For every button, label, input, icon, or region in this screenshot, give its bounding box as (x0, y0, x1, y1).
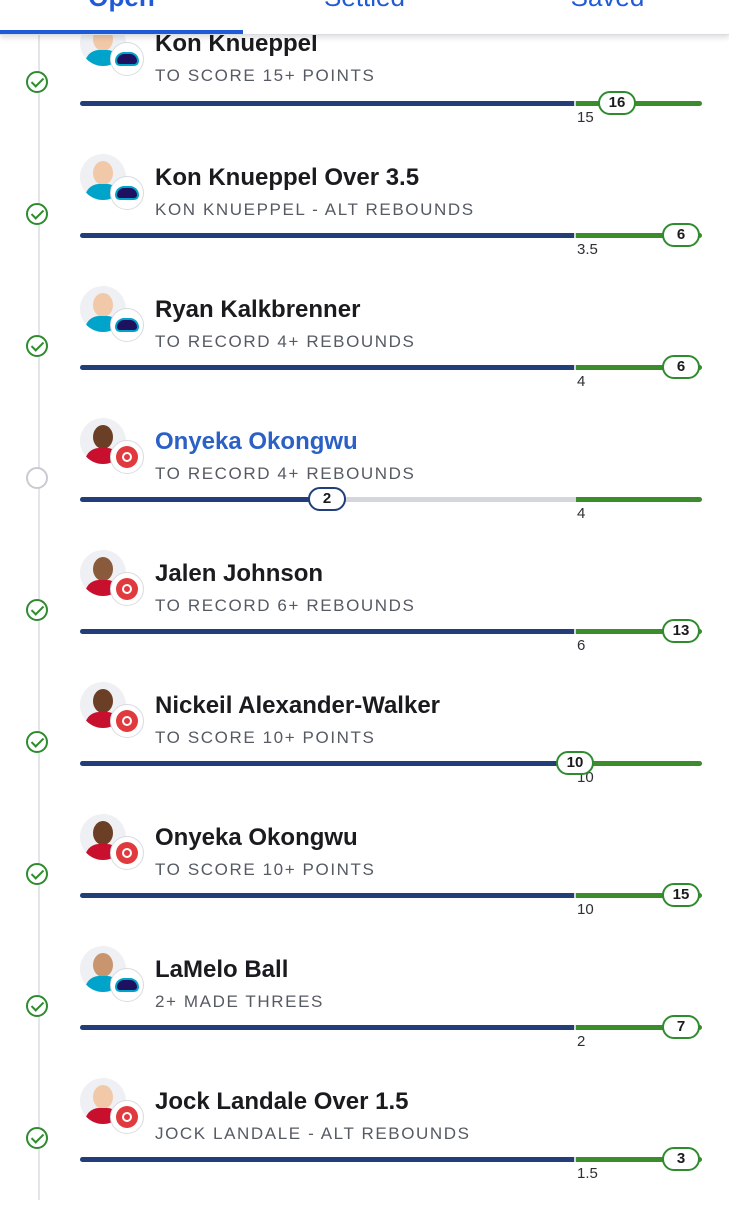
leg-subtitle: TO SCORE 15+ POINTS (155, 66, 376, 85)
parlay-leg[interactable]: Ryan Kalkbrenner TO RECORD 4+ REBOUNDS 4… (0, 282, 729, 414)
tab-bar: Open Settled Saved (0, 0, 729, 35)
leg-subtitle: TO SCORE 10+ POINTS (155, 860, 376, 879)
leg-subtitle: TO SCORE 10+ POINTS (155, 728, 376, 747)
current-value-badge: 6 (662, 223, 700, 247)
leg-title: LaMelo Ball (155, 956, 289, 983)
hawks-logo-icon (110, 704, 144, 738)
active-tab-indicator (0, 30, 243, 34)
hornets-logo-icon (110, 42, 144, 76)
target-label: 2 (577, 1033, 586, 1050)
check-circle-icon (26, 335, 48, 357)
tab-settled[interactable]: Settled (243, 0, 486, 30)
progress-goal-segment (576, 1025, 702, 1030)
check-circle-icon (26, 863, 48, 885)
check-circle-icon (26, 995, 48, 1017)
hornets-logo-icon (110, 968, 144, 1002)
hawks-logo-icon (110, 836, 144, 870)
progress-fill (80, 497, 328, 502)
leg-subtitle: 2+ MADE THREES (155, 992, 324, 1011)
parlay-leg[interactable]: LaMelo Ball 2+ MADE THREES 2 7 (0, 942, 729, 1074)
progress-fill (80, 101, 574, 106)
current-value-badge: 7 (662, 1015, 700, 1039)
leg-title: Onyeka Okongwu (155, 428, 358, 455)
parlay-leg[interactable]: Jalen Johnson TO RECORD 6+ REBOUNDS 6 13 (0, 546, 729, 678)
check-circle-icon (26, 731, 48, 753)
target-label: 15 (577, 109, 594, 126)
target-label: 4 (577, 373, 586, 390)
tab-open[interactable]: Open (0, 0, 243, 30)
current-value-badge: 6 (662, 355, 700, 379)
check-circle-icon (26, 599, 48, 621)
check-circle-icon (26, 71, 48, 93)
leg-title: Nickeil Alexander-Walker (155, 692, 441, 719)
target-label: 4 (577, 505, 586, 522)
leg-title: Ryan Kalkbrenner (155, 296, 361, 323)
current-value-badge: 13 (662, 619, 700, 643)
leg-subtitle: TO RECORD 4+ REBOUNDS (155, 332, 416, 351)
target-label: 10 (577, 901, 594, 918)
parlay-leg[interactable]: Jock Landale Over 1.5 JOCK LANDALE - ALT… (0, 1074, 729, 1206)
check-circle-icon (26, 1127, 48, 1149)
progress-fill (80, 629, 574, 634)
parlay-leg[interactable]: Kon Knueppel TO SCORE 15+ POINTS 15 16 (0, 18, 729, 150)
tab-saved[interactable]: Saved (486, 0, 729, 30)
progress-fill (80, 233, 574, 238)
leg-subtitle: KON KNUEPPEL - ALT REBOUNDS (155, 200, 475, 219)
leg-title: Jock Landale Over 1.5 (155, 1088, 409, 1115)
leg-subtitle: JOCK LANDALE - ALT REBOUNDS (155, 1124, 471, 1143)
leg-subtitle: TO RECORD 6+ REBOUNDS (155, 596, 416, 615)
progress-goal-segment (576, 629, 702, 634)
progress-goal-segment (576, 497, 702, 502)
progress-goal-segment (576, 233, 702, 238)
target-label: 1.5 (577, 1165, 598, 1182)
player-avatar (80, 550, 126, 596)
progress-goal-segment (576, 101, 702, 106)
hawks-logo-icon (110, 440, 144, 474)
progress-fill (80, 761, 574, 766)
progress-goal-segment (576, 365, 702, 370)
leg-subtitle: TO RECORD 4+ REBOUNDS (155, 464, 416, 483)
target-label: 6 (577, 637, 586, 654)
leg-title: Jalen Johnson (155, 560, 324, 587)
parlay-leg[interactable]: Onyeka Okongwu TO RECORD 4+ REBOUNDS 4 2 (0, 414, 729, 546)
current-value-badge: 15 (662, 883, 700, 907)
progress-goal-segment (576, 893, 702, 898)
current-value-badge: 2 (308, 487, 346, 511)
parlay-leg[interactable]: Onyeka Okongwu TO SCORE 10+ POINTS 10 15 (0, 810, 729, 942)
check-circle-icon (26, 203, 48, 225)
pending-circle-icon (26, 467, 48, 489)
current-value-badge: 3 (662, 1147, 700, 1171)
leg-title: Kon Knueppel Over 3.5 (155, 164, 420, 191)
current-value-badge: 16 (598, 91, 636, 115)
parlay-leg[interactable]: Nickeil Alexander-Walker TO SCORE 10+ PO… (0, 678, 729, 810)
hawks-logo-icon (110, 1100, 144, 1134)
progress-fill (80, 365, 574, 370)
progress-fill (80, 1025, 574, 1030)
progress-track (80, 497, 702, 502)
target-label: 3.5 (577, 241, 598, 258)
progress-goal-segment (576, 1157, 702, 1162)
parlay-leg[interactable]: Kon Knueppel Over 3.5 KON KNUEPPEL - ALT… (0, 150, 729, 282)
hawks-logo-icon (110, 572, 144, 606)
leg-title: Onyeka Okongwu (155, 824, 358, 851)
current-value-badge: 10 (556, 751, 594, 775)
hornets-logo-icon (110, 308, 144, 342)
progress-fill (80, 1157, 574, 1162)
progress-fill (80, 893, 574, 898)
hornets-logo-icon (110, 176, 144, 210)
progress-goal-segment (576, 761, 702, 766)
